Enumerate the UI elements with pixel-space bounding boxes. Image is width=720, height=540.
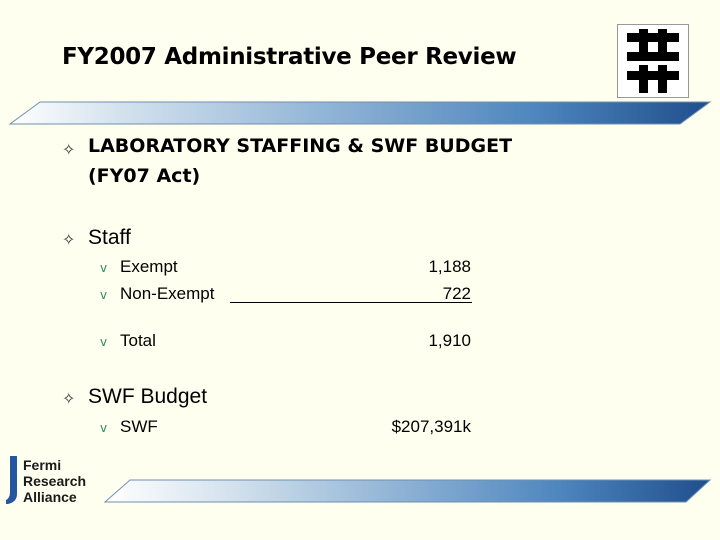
slide-title: FY2007 Administrative Peer Review: [62, 44, 517, 70]
staff-item-value: 1,188: [428, 257, 471, 276]
check-bullet-icon: v: [100, 421, 108, 435]
staff-label: Staff: [88, 226, 131, 249]
total-value: 1,910: [428, 331, 471, 350]
budget-item-label: SWF: [120, 417, 158, 436]
check-bullet-icon: v: [100, 288, 108, 302]
budget-item-value: $207,391k: [391, 417, 471, 436]
top-divider-band: [8, 101, 712, 125]
check-bullet-icon: v: [100, 335, 108, 349]
total-label: Total: [120, 331, 156, 350]
fra-logo-line2: Research: [23, 473, 86, 489]
bullet-star-icon: ✧: [62, 230, 76, 249]
check-bullet-icon: v: [100, 261, 108, 275]
subtotal-rule: [230, 302, 472, 303]
bottom-divider-band: [103, 479, 712, 503]
bullet-star-icon: ✧: [62, 389, 76, 408]
budget-label: SWF Budget: [88, 385, 208, 408]
fra-logo-line3: Alliance: [23, 489, 77, 505]
staff-item-label: Non-Exempt: [120, 284, 215, 303]
fermilab-logo-icon: [617, 24, 689, 98]
section-heading-line1: LABORATORY STAFFING & SWF BUDGET: [88, 135, 513, 157]
fermi-research-alliance-logo: Fermi Research Alliance: [6, 456, 106, 511]
bullet-star-icon: ✧: [62, 140, 76, 159]
staff-item-label: Exempt: [120, 257, 178, 276]
staff-item-value: 722: [442, 284, 471, 303]
fra-logo-line1: Fermi: [23, 457, 61, 473]
section-heading-line2: (FY07 Act): [88, 165, 201, 187]
